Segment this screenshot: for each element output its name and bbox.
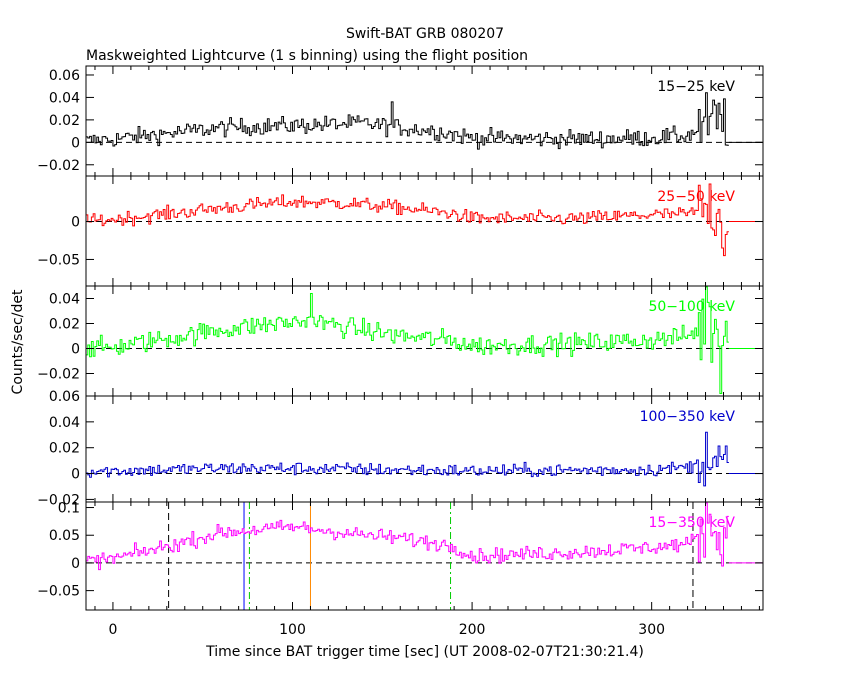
x-tick-label: 0: [108, 622, 117, 638]
band-label: 100−350 keV: [640, 409, 736, 425]
y-tick-label: 0: [71, 467, 80, 483]
y-tick-label: 0.02: [49, 317, 80, 333]
y-tick-label: 0.1: [58, 501, 80, 517]
chart-title: Swift-BAT GRB 080207: [346, 26, 504, 42]
y-tick-label: 0.04: [49, 292, 80, 308]
y-tick-label: 0.06: [49, 68, 80, 84]
band-label: 15−350 keV: [648, 515, 735, 531]
y-tick-label: −0.02: [37, 492, 80, 508]
y-tick-label: −0.02: [37, 158, 80, 174]
panels: −0.02 0 0.02 0.04 0.06 15−25 keV −0.05 0 25−50 k…: [37, 65, 764, 638]
x-tick-label: 100: [279, 622, 306, 638]
y-tick-label: 0.04: [49, 415, 80, 431]
band-label: 25−50 keV: [657, 189, 735, 205]
chart-subtitle: Maskweighted Lightcurve (1 s binning) us…: [86, 48, 528, 64]
y-axis-label: Counts/sec/det: [10, 289, 26, 394]
series-line-3: [86, 431, 729, 487]
panel-1: −0.05 0 25−50 keV: [37, 175, 764, 287]
panel-3: −0.02 0 0.02 0.04 0.06 100−350 keV: [37, 389, 764, 508]
y-tick-label: 0: [71, 215, 80, 231]
panel-0: −0.02 0 0.02 0.04 0.06 15−25 keV: [37, 65, 764, 177]
y-tick-label: 0.04: [49, 90, 80, 106]
panel-frame: [85, 501, 764, 611]
y-tick-label: 0.02: [49, 113, 80, 129]
band-label: 50−100 keV: [648, 299, 735, 315]
band-label: 15−25 keV: [657, 79, 735, 95]
y-tick-label: 0.02: [49, 441, 80, 457]
series-line-2: [86, 286, 729, 394]
y-tick-label: 0.06: [49, 389, 80, 405]
y-tick-label: 0.05: [49, 528, 80, 544]
x-tick-label: 300: [638, 622, 665, 638]
y-tick-label: −0.05: [37, 584, 80, 600]
series-line-1: [86, 183, 729, 257]
series-line-0: [86, 92, 729, 150]
y-tick-label: −0.02: [37, 367, 80, 383]
x-axis-label: Time since BAT trigger time [sec] (UT 20…: [205, 644, 644, 660]
x-tick-label: 200: [459, 622, 486, 638]
series-line-4: [86, 502, 729, 571]
y-tick-label: 0: [71, 556, 80, 572]
y-tick-label: −0.05: [37, 252, 80, 268]
panel-2: −0.02 0 0.02 0.04 50−100 keV: [37, 285, 764, 397]
panel-4: −0.05 0 0.05 0.1 15−350 keV: [37, 501, 764, 611]
y-tick-label: 0: [71, 135, 80, 151]
y-tick-label: 0: [71, 342, 80, 358]
